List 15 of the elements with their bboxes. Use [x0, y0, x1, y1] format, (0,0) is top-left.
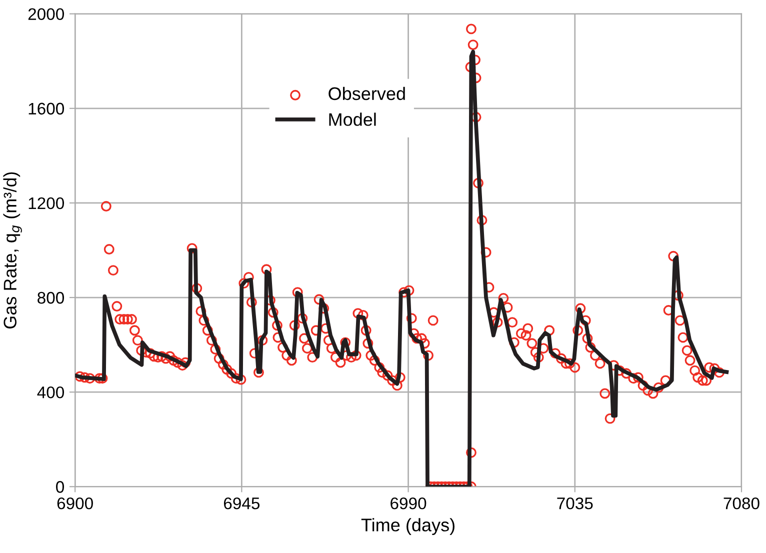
- y-tick-label: 400: [37, 386, 64, 398]
- x-axis-title: Time (days): [361, 518, 454, 535]
- x-tick-label: 6900: [57, 497, 93, 510]
- y-tick-label: 1600: [28, 102, 64, 115]
- legend-label: Observed: [328, 86, 405, 100]
- y-tick-label: 2000: [28, 8, 64, 20]
- x-tick-label: 7080: [724, 497, 760, 510]
- x-tick-label: 6990: [390, 497, 426, 510]
- y-tick-label: 1200: [28, 197, 64, 210]
- x-tick-label: 6945: [224, 497, 260, 510]
- y-tick-label: 0: [56, 481, 64, 493]
- y-tick-label: 800: [38, 292, 64, 304]
- legend-label: Model: [329, 112, 376, 126]
- y-axis-title: Gas Rate, q$_{g}$ (m³/d): [3, 172, 22, 328]
- x-tick-label: 7035: [557, 497, 593, 510]
